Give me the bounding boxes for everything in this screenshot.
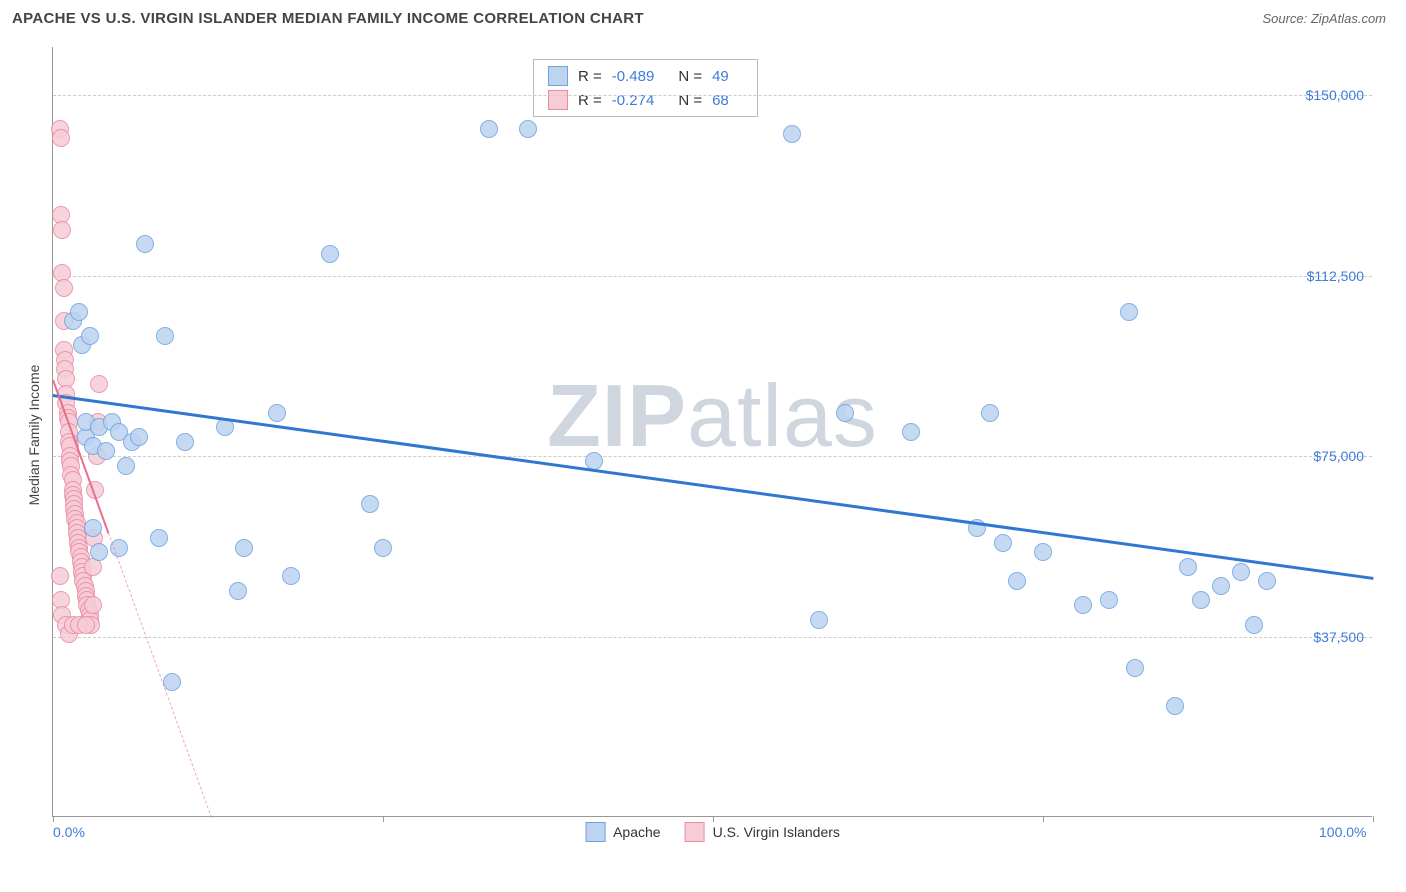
scatter-point [902,423,920,441]
scatter-point [282,567,300,585]
gridline [53,456,1372,457]
chart-header: APACHE VS U.S. VIRGIN ISLANDER MEDIAN FA… [0,0,1406,35]
scatter-point [150,529,168,547]
r-label: R = [578,92,602,109]
legend-swatch [585,822,605,842]
scatter-point [361,495,379,513]
y-axis-label: Median Family Income [26,365,42,506]
scatter-point [81,327,99,345]
scatter-point [810,611,828,629]
scatter-point [1232,563,1250,581]
scatter-point [90,543,108,561]
chart-container: Median Family Income ZIPatlas R =-0.489N… [12,35,1394,875]
scatter-point [84,596,102,614]
correlation-legend: R = -0.489 N = 49 R = -0.274 N = 68 [533,59,758,117]
n-value: 49 [712,68,729,85]
series-legend: Apache U.S. Virgin Islanders [585,822,840,842]
scatter-point [97,442,115,460]
legend-swatch [685,822,705,842]
scatter-point [1100,591,1118,609]
x-tick-label: 100.0% [1319,824,1366,840]
scatter-point [783,125,801,143]
source-attribution: Source: ZipAtlas.com [1262,11,1386,26]
gridline [53,637,1372,638]
scatter-point [480,120,498,138]
scatter-point [130,428,148,446]
legend-row: R = -0.489 N = 49 [534,64,757,88]
r-value: -0.489 [612,68,655,85]
n-value: 68 [712,92,729,109]
y-tick-label: $75,000 [1313,448,1364,464]
gridline [53,276,1372,277]
scatter-point [836,404,854,422]
scatter-point [321,245,339,263]
trend-line-dashed [107,533,212,818]
x-tick-mark [53,816,54,822]
scatter-point [90,375,108,393]
scatter-point [53,221,71,239]
y-tick-label: $150,000 [1306,87,1364,103]
scatter-point [1074,596,1092,614]
legend-label: U.S. Virgin Islanders [713,824,840,840]
scatter-point [994,534,1012,552]
scatter-point [52,129,70,147]
legend-item: U.S. Virgin Islanders [685,822,840,842]
legend-swatch [548,66,568,86]
scatter-point [1166,697,1184,715]
y-tick-label: $37,500 [1313,629,1364,645]
plot-area: ZIPatlas R =-0.489N =49R =-0.274N =68 Ap… [52,47,1372,817]
scatter-point [1212,577,1230,595]
legend-row: R = -0.274 N = 68 [534,88,757,112]
scatter-point [1008,572,1026,590]
y-tick-label: $112,500 [1307,268,1364,284]
scatter-point [1120,303,1138,321]
scatter-point [229,582,247,600]
chart-title: APACHE VS U.S. VIRGIN ISLANDER MEDIAN FA… [12,10,644,27]
scatter-point [1179,558,1197,576]
legend-swatch [548,90,568,110]
scatter-point [1034,543,1052,561]
x-tick-mark [1043,816,1044,822]
scatter-point [1192,591,1210,609]
legend-item: Apache [585,822,660,842]
scatter-point [176,433,194,451]
scatter-point [84,519,102,537]
n-label: N = [678,92,702,109]
scatter-point [1245,616,1263,634]
scatter-point [156,327,174,345]
scatter-point [268,404,286,422]
scatter-point [374,539,392,557]
scatter-point [519,120,537,138]
n-label: N = [678,68,702,85]
scatter-point [51,567,69,585]
x-tick-label: 0.0% [53,824,85,840]
scatter-point [117,457,135,475]
r-value: -0.274 [612,92,655,109]
scatter-point [1126,659,1144,677]
scatter-point [1258,572,1276,590]
scatter-point [235,539,253,557]
r-label: R = [578,68,602,85]
x-tick-mark [713,816,714,822]
scatter-point [55,279,73,297]
scatter-point [981,404,999,422]
scatter-point [70,303,88,321]
x-tick-mark [383,816,384,822]
gridline [53,95,1372,96]
scatter-point [136,235,154,253]
scatter-point [77,616,95,634]
watermark-bold: ZIP [547,366,687,465]
legend-label: Apache [613,824,660,840]
x-tick-mark [1373,816,1374,822]
